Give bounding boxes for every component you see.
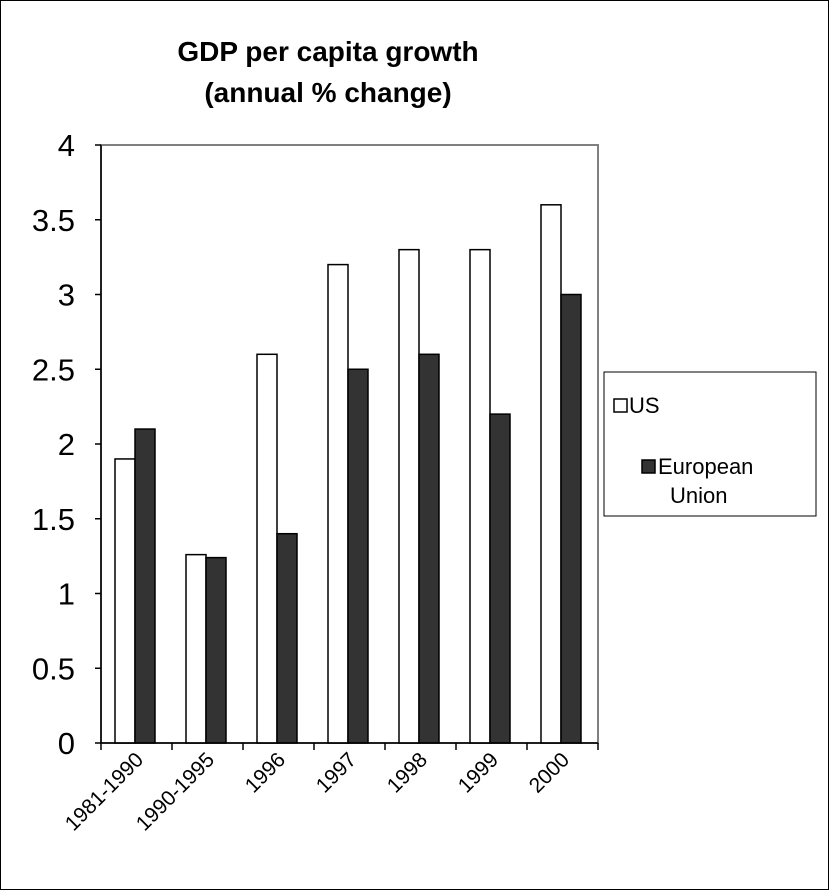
- chart-subtitle: (annual % change): [204, 77, 451, 108]
- y-tick-label-0: 0: [58, 726, 75, 761]
- y-ticks-group: 0 0.5 1 1.5 2 2.5 3 3.5 4: [32, 128, 101, 761]
- legend-label-eu-line2: Union: [670, 483, 727, 508]
- bar-us-1: [185, 553, 207, 744]
- y-tick-label-8: 4: [58, 128, 75, 163]
- y-tick-label-3: 1.5: [32, 502, 75, 537]
- y-tick-label-4: 2: [58, 427, 75, 462]
- bar-eu-3: [347, 368, 369, 744]
- x-tick-label-5: 1999: [454, 748, 503, 797]
- legend-swatch-us: [613, 398, 628, 413]
- legend-label-us: US: [629, 393, 660, 418]
- y-tick-label-6: 3: [58, 278, 75, 313]
- x-tick-label-4: 1998: [383, 748, 432, 797]
- y-tick-label-1: 0.5: [32, 651, 75, 686]
- legend: US European Union: [603, 371, 817, 517]
- bar-eu-2: [276, 532, 298, 744]
- bar-us-0: [114, 458, 136, 744]
- chart-title: GDP per capita growth: [177, 36, 478, 67]
- bar-eu-4: [418, 353, 440, 744]
- bar-us-2: [256, 353, 278, 744]
- y-tick-label-2: 1: [58, 577, 75, 612]
- bar-eu-0: [134, 428, 156, 744]
- bar-us-6: [540, 204, 562, 744]
- legend-label-eu-line1: European: [658, 454, 753, 479]
- bar-eu-6: [560, 293, 582, 744]
- bar-eu-1: [205, 556, 227, 744]
- y-tick-label-7: 3.5: [32, 203, 75, 238]
- bar-us-4: [398, 248, 420, 744]
- bar-us-3: [327, 263, 349, 744]
- legend-swatch-eu: [641, 459, 656, 474]
- x-tick-label-2: 1996: [241, 748, 290, 797]
- bar-us-5: [469, 248, 491, 744]
- bar-eu-5: [489, 413, 511, 744]
- y-tick-label-5: 2.5: [32, 352, 75, 387]
- x-tick-label-6: 2000: [525, 748, 574, 797]
- legend-box: [603, 371, 817, 517]
- bars-group: [114, 204, 582, 744]
- x-tick-label-3: 1997: [312, 748, 361, 797]
